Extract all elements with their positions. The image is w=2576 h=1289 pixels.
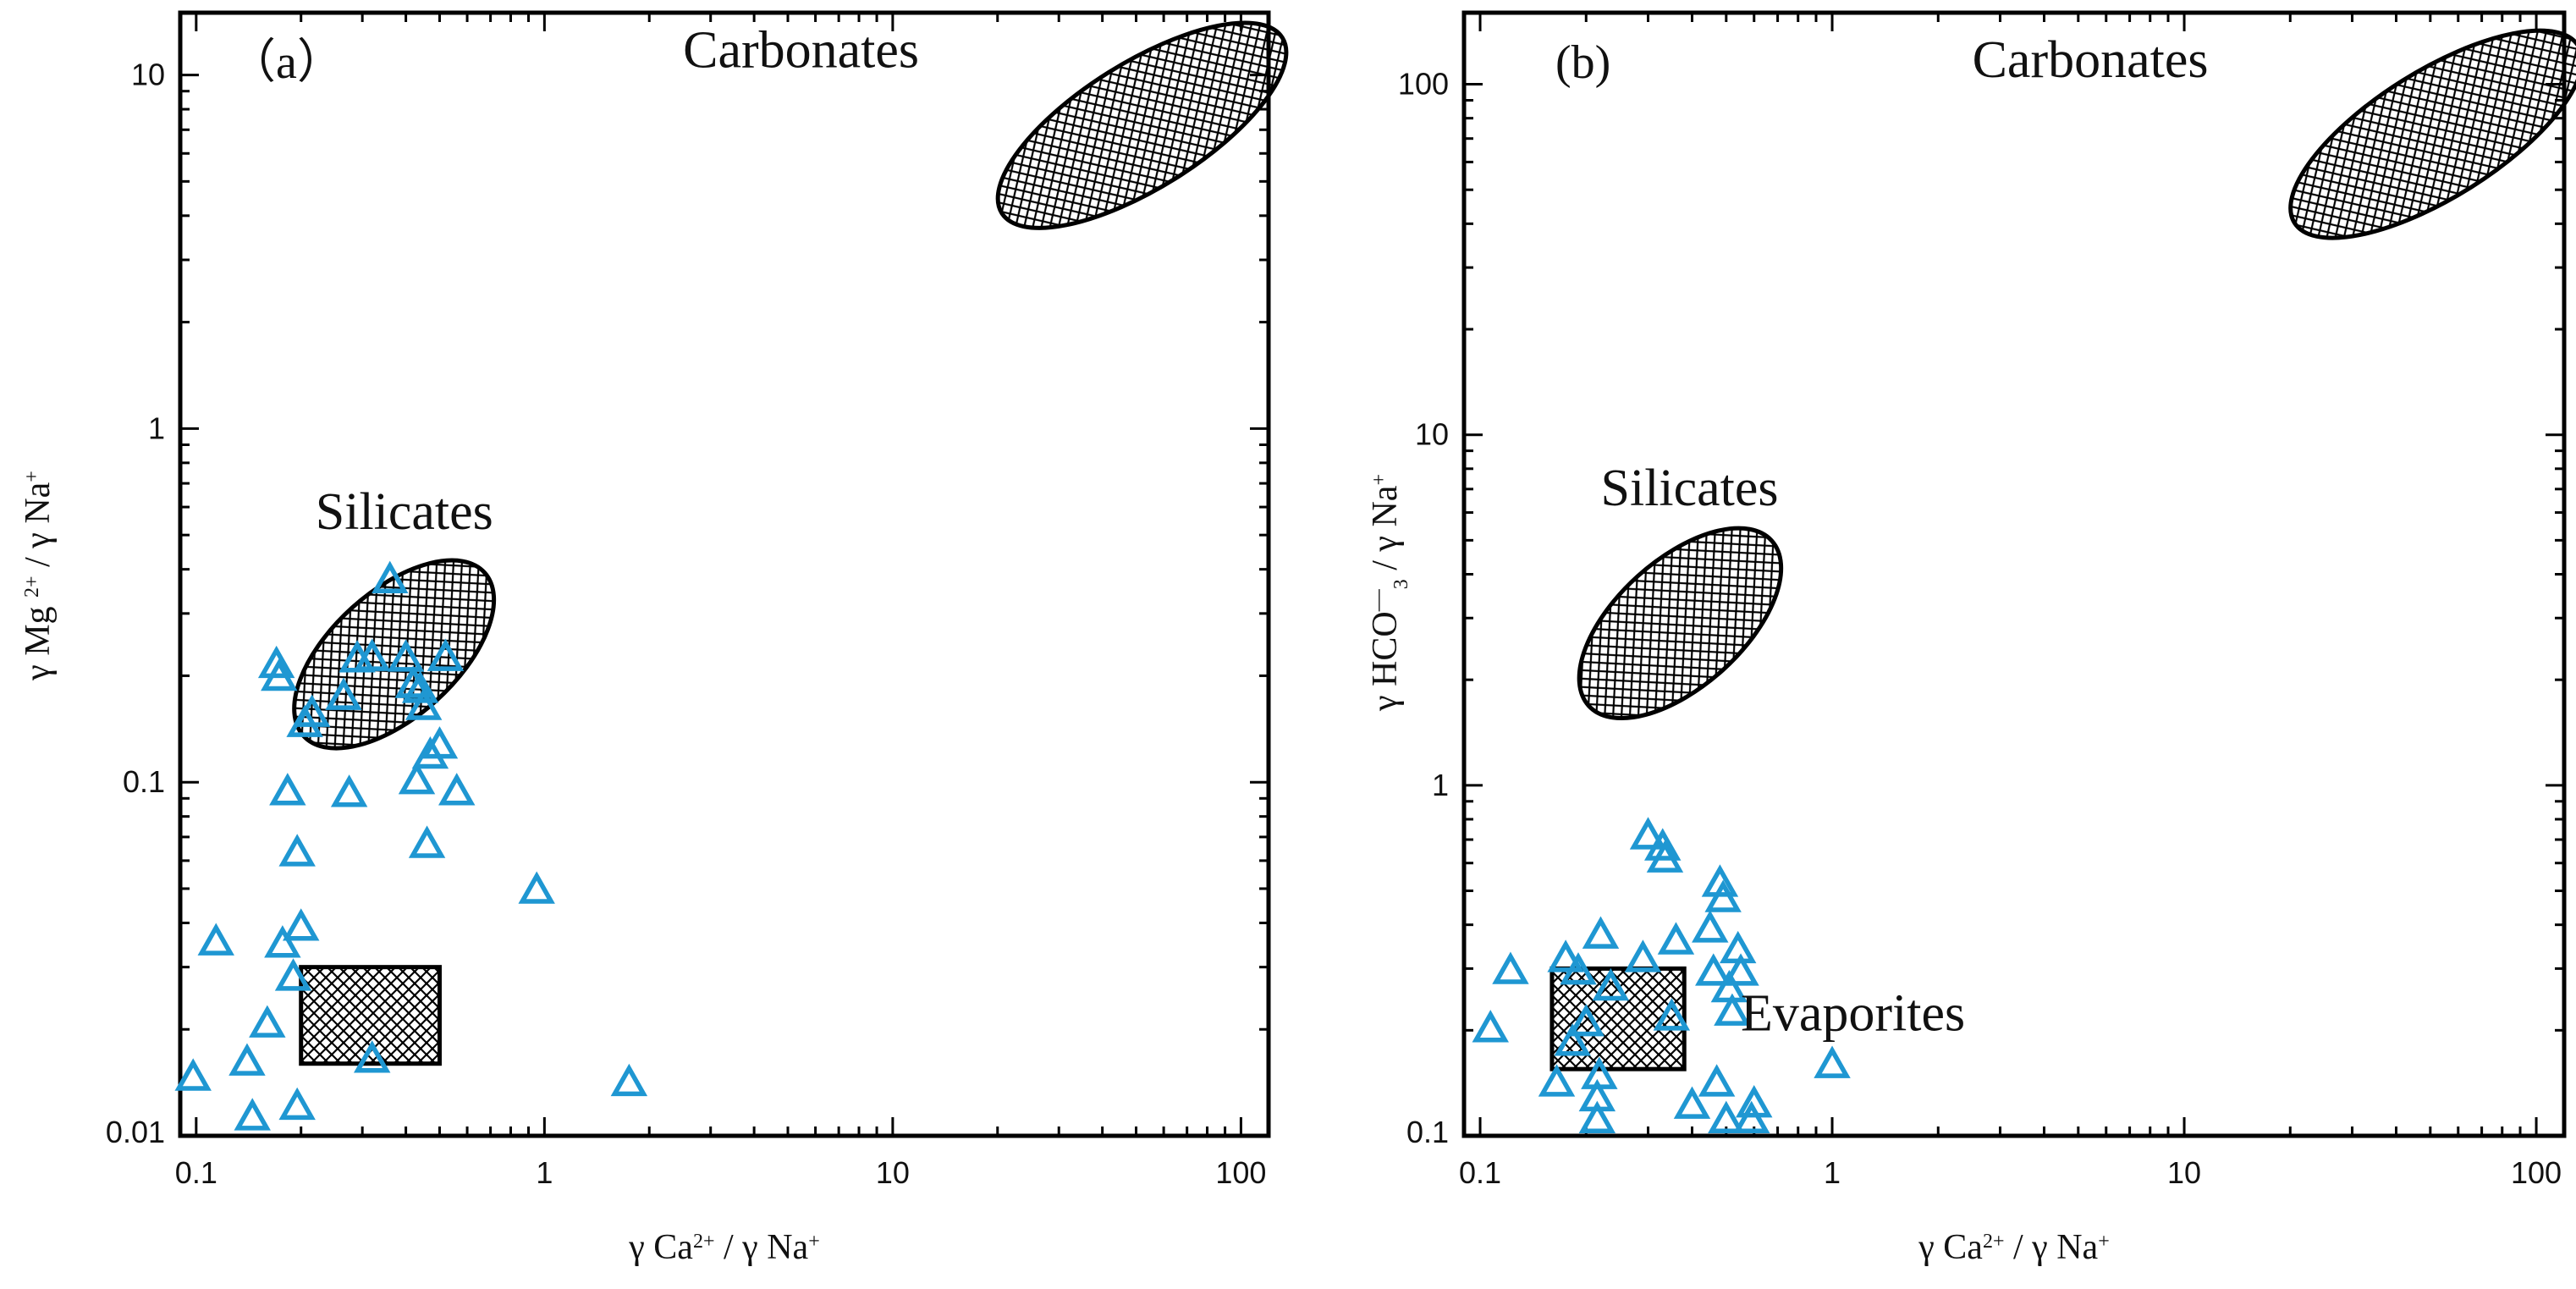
silicates-label-a: Silicates [316, 483, 493, 541]
y-tick-label-a: 0.01 [106, 1115, 165, 1149]
data-point-a [283, 1092, 311, 1117]
carbonates-label-a: Carbonates [683, 22, 919, 80]
data-point-b [1661, 927, 1690, 952]
data-point-b [1476, 1015, 1505, 1040]
x-tick-label-b: 0.1 [1459, 1155, 1501, 1190]
x-tick-label-a: 0.1 [175, 1155, 217, 1190]
data-point-a [443, 778, 471, 803]
data-point-b [1724, 935, 1753, 961]
data-point-b [1818, 1050, 1847, 1076]
data-point-a [201, 928, 230, 953]
data-point-a [403, 767, 432, 792]
data-point-a [283, 839, 311, 864]
data-point-b [1696, 915, 1725, 940]
y-axis-title-b: γ HCO—3 / γ Na+ [1365, 474, 1413, 712]
data-point-b [1628, 945, 1657, 970]
carbonates-region-b [2261, 0, 2576, 277]
x-tick-label-b: 10 [2167, 1155, 2201, 1190]
data-point-b [1496, 956, 1525, 982]
x-tick-label-a: 100 [1215, 1155, 1266, 1190]
data-point-a [273, 778, 302, 803]
y-axis-title-a: γ Mg 2+ / γ Na+ [19, 471, 58, 681]
data-point-a [233, 1048, 261, 1073]
data-point-a [268, 930, 297, 956]
x-tick-label-a: 10 [876, 1155, 910, 1190]
silicates-region-b [1546, 493, 1814, 752]
carbonates-label-b: Carbonates [1973, 31, 2209, 89]
panel-label-b: (b) [1555, 36, 1610, 89]
data-point-a [413, 830, 442, 856]
data-point-a [287, 913, 316, 939]
data-point-a [522, 876, 551, 901]
y-tick-label-b: 100 [1398, 67, 1449, 102]
silicates-region-a [261, 526, 526, 783]
y-tick-label-b: 0.1 [1406, 1115, 1449, 1149]
x-axis-title-b: γ Ca2+ / γ Na+ [1918, 1228, 2110, 1267]
panel-label-a: （a） [228, 36, 344, 89]
y-tick-label-a: 10 [131, 58, 165, 92]
x-tick-label-a: 1 [536, 1155, 553, 1190]
data-point-a [335, 779, 364, 805]
silicates-label-b: Silicates [1600, 460, 1778, 517]
data-point-b [1703, 1069, 1731, 1094]
data-point-b [1543, 1069, 1571, 1094]
carbonates-region-a [969, 0, 1316, 267]
y-tick-label-b: 10 [1415, 417, 1449, 452]
evaporites-label-b: Evaporites [1741, 984, 1965, 1042]
y-tick-label-a: 1 [148, 410, 165, 445]
x-tick-label-b: 1 [1824, 1155, 1841, 1190]
x-axis-title-a: γ Ca2+ / γ Na+ [628, 1228, 820, 1267]
x-tick-label-b: 100 [2511, 1155, 2562, 1190]
data-point-a [238, 1103, 267, 1128]
y-tick-label-b: 1 [1432, 768, 1449, 802]
y-tick-label-a: 0.1 [123, 764, 165, 799]
panel-b: 0.1 1 10 100 0.1 1 10 100 Carbonates Silicates Ev… [1365, 0, 2576, 1267]
data-point-b [1586, 921, 1615, 946]
data-point-a [179, 1063, 207, 1088]
data-point-a [614, 1068, 643, 1093]
data-point-a [253, 1010, 282, 1035]
